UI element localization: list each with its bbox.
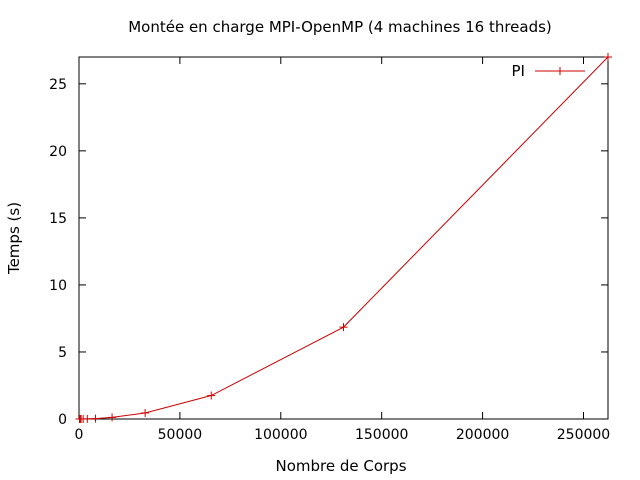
x-tick-label: 250000: [557, 427, 610, 443]
x-axis-label: Nombre de Corps: [275, 457, 406, 475]
y-tick-label: 10: [49, 278, 67, 294]
series-pi: [75, 53, 612, 423]
data-point: [83, 414, 92, 423]
x-tick-label: 50000: [158, 427, 203, 443]
legend: PI: [512, 62, 585, 80]
legend-marker-pi: [556, 67, 564, 75]
legend-point-marker: [556, 67, 564, 75]
data-point: [339, 323, 348, 332]
y-tick-label: 20: [49, 144, 67, 160]
data-point: [91, 414, 100, 423]
y-axis-label: Temps (s): [5, 202, 23, 275]
x-tick-label: 0: [75, 427, 84, 443]
x-tick-label: 100000: [254, 427, 307, 443]
series-line: [79, 56, 609, 420]
plot-frame: [78, 56, 609, 420]
data-point: [108, 413, 117, 422]
y-tick-label: 25: [49, 77, 67, 93]
y-tick-label: 0: [58, 412, 67, 428]
y-tick-label: 5: [58, 345, 67, 361]
data-point: [141, 408, 150, 417]
chart-title: Montée en charge MPI-OpenMP (4 machines …: [128, 18, 552, 36]
legend-label-pi: PI: [512, 62, 525, 80]
x-tick-label: 200000: [456, 427, 509, 443]
y-axis: 0 5 10 15 20 25: [49, 77, 608, 428]
data-point: [604, 53, 612, 61]
y-tick-label: 15: [49, 211, 67, 227]
data-point: [207, 391, 216, 400]
x-tick-label: 150000: [355, 427, 408, 443]
x-axis: 0 50000 100000 150000 200000 250000: [75, 57, 610, 443]
